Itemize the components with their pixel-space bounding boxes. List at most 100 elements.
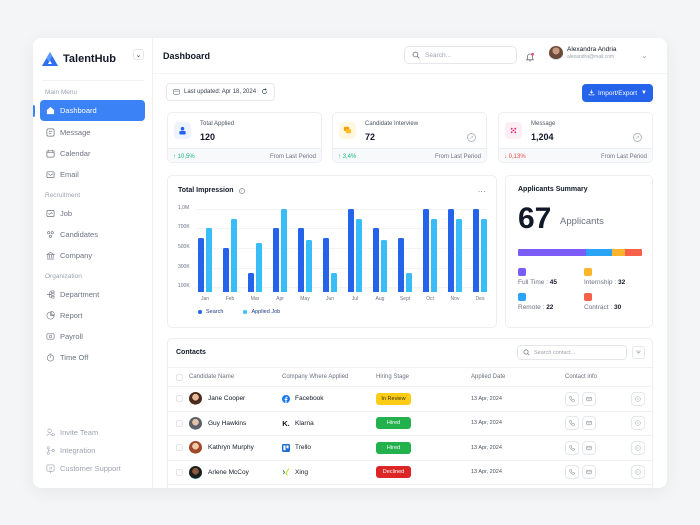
row-checkbox[interactable] [176,468,183,476]
sidebar-item-candidates[interactable]: Candidates [40,224,145,244]
bar-group-oct: Oct [423,176,445,306]
sidebar-item-customer-support[interactable]: 24 Customer Support [40,460,145,477]
stat-card-candidate-interview[interactable]: Candidate Interview 72 ↗ ↑ 3,4% From Las… [332,112,487,163]
column-applied-date[interactable]: Applied Date [471,374,506,380]
last-updated-badge[interactable]: Last updated: Apr 18, 2024 [166,83,276,101]
sidebar-item-email[interactable]: Email [40,164,145,184]
bar-applied-job[interactable] [331,272,337,292]
sidebar-item-company[interactable]: Company [40,245,145,265]
table-row[interactable]: Arlene McCoy Xing Declined 13 Apr, 2024 [168,461,652,485]
bar-applied-job[interactable] [406,272,412,292]
more-options-icon[interactable]: ... [477,185,486,194]
email-button[interactable] [582,391,596,406]
sidebar-item-report[interactable]: Report [40,305,145,325]
call-button[interactable] [565,440,579,455]
sidebar-item-dashboard[interactable]: Dashboard [40,100,145,121]
candidate-name[interactable]: Jane Cooper [208,395,246,403]
legend-item-search[interactable]: Search [198,309,223,315]
column-hiring-stage[interactable]: Hiring Stage [376,374,410,380]
email-button[interactable] [582,465,596,480]
row-more-button[interactable] [631,416,645,431]
mail-icon [586,470,592,475]
column-contact-info[interactable]: Contact info [565,374,598,380]
brand[interactable]: TalentHub [33,44,152,74]
import-export-button[interactable]: Import/Export ▼ [582,84,653,102]
arrow-up-right-icon[interactable]: ↗ [633,133,642,142]
call-button[interactable] [565,465,579,480]
bar-search[interactable] [448,209,454,292]
notification-button[interactable] [525,49,535,67]
row-checkbox[interactable] [176,395,183,403]
bar-applied-job[interactable] [481,218,487,292]
x-tick-label: Jan [200,296,210,302]
call-button[interactable] [565,391,579,406]
row-more-button[interactable] [631,465,645,480]
bar-search[interactable] [398,238,404,292]
arrow-up-right-icon[interactable]: ↗ [467,133,476,142]
candidate-name[interactable]: Arlene McCoy [208,468,249,476]
row-more-button[interactable] [631,440,645,455]
bar-search[interactable] [473,209,479,292]
download-icon [588,89,595,98]
bar-search[interactable] [373,228,379,292]
bar-applied-job[interactable] [431,218,437,292]
bar-search[interactable] [298,228,304,292]
chat-bubbles-icon [339,122,356,139]
sidebar-toggle-button[interactable]: ⌄ [133,49,144,60]
bar-search[interactable] [348,209,354,292]
bar-search[interactable] [198,238,204,292]
sidebar-item-label: Report [60,310,83,320]
sidebar-item-integration[interactable]: Integration [40,442,145,459]
bar-applied-job[interactable] [456,218,462,292]
refresh-icon[interactable] [261,87,268,97]
bar-applied-job[interactable] [281,209,287,292]
bar-applied-job[interactable] [381,240,387,292]
bar-applied-job[interactable] [306,240,312,292]
candidate-name[interactable]: Kathryn Murphy [208,444,254,452]
x-tick-label: Jul [351,296,359,302]
chevron-down-icon: ⌄ [135,51,142,59]
search-input[interactable]: Search... [404,46,517,64]
search-icon [412,51,420,59]
row-more-button[interactable] [631,391,645,406]
stat-card-message[interactable]: Message 1,204 ↗ ↓ 0,13% From Last Period [498,112,653,163]
home-icon [45,106,55,116]
select-all-checkbox[interactable] [176,373,183,381]
bar-applied-job[interactable] [206,228,212,292]
bar-search[interactable] [248,272,254,292]
sidebar-item-calendar[interactable]: Calendar [40,143,145,163]
table-row[interactable]: Kathryn Murphy Trello Hired 13 Apr, 2024 [168,436,652,461]
bar-applied-job[interactable] [356,218,362,292]
bar-search[interactable] [223,248,229,292]
sidebar-item-payroll[interactable]: Payroll [40,326,145,346]
filter-button[interactable] [632,346,645,359]
sidebar-item-department[interactable]: Department [40,284,145,304]
bar-applied-job[interactable] [231,218,237,292]
table-row[interactable]: Jane Cooper Facebook In Review 13 Apr, 2024 [168,387,652,412]
row-checkbox[interactable] [176,419,183,427]
row-checkbox[interactable] [176,444,183,452]
sidebar-item-message[interactable]: Message [40,122,145,142]
bar-search[interactable] [423,209,429,292]
call-button[interactable] [565,416,579,431]
calendar-icon [45,148,55,158]
sidebar-item-time-off[interactable]: Time Off [40,347,145,367]
search-contact-input[interactable]: Search contact... [517,345,627,360]
bar-search[interactable] [273,228,279,292]
email-button[interactable] [582,440,596,455]
bar-applied-job[interactable] [256,243,262,292]
email-button[interactable] [582,416,596,431]
table-row[interactable]: Guy Hawkins K. Klarna Hired 13 Apr, 2024 [168,412,652,436]
user-profile[interactable]: Alexandra Andria alexandra@mail.com [549,46,617,60]
chevron-down-icon[interactable]: ⌄ [641,51,648,60]
column-company[interactable]: Company Where Applied [282,374,349,380]
column-candidate-name[interactable]: Candidate Name [189,374,235,380]
legend-item-applied-job[interactable]: Applied Job [243,309,280,315]
sidebar-item-job[interactable]: Job [40,203,145,223]
candidate-name[interactable]: Guy Hawkins [208,419,247,427]
stat-card-total-applied[interactable]: Total Applied 120 ↑ 10,5% From Last Peri… [167,112,322,163]
bar-search[interactable] [323,238,329,292]
bar-group-nov: Nov [448,176,470,306]
sidebar-item-invite-team[interactable]: Invite Team [40,424,145,441]
info-icon[interactable]: i [238,187,245,194]
